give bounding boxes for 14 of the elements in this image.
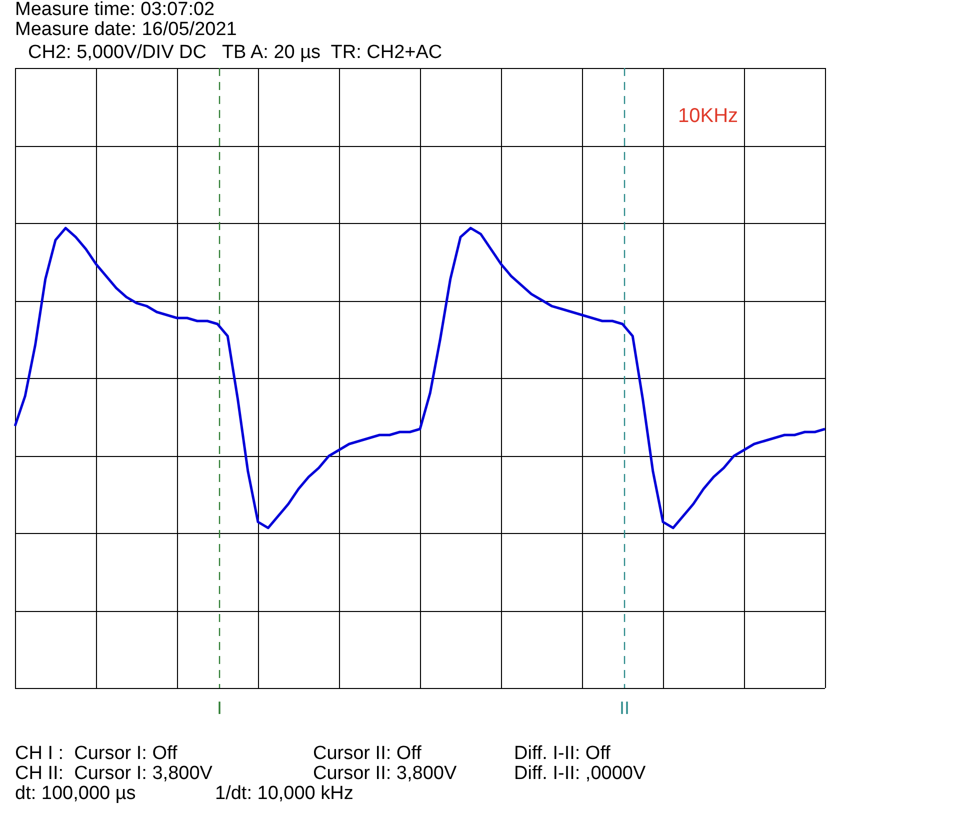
text: 1/dt: 10,000 kHz — [215, 783, 354, 804]
text: I — [217, 698, 222, 718]
text: II — [620, 698, 630, 718]
chart-subtitle: Measure date: 16/05/2021 — [15, 19, 237, 40]
text: 10KHz — [678, 105, 738, 127]
chart-title: Measure time: 03:07:02 — [15, 0, 215, 20]
text: Cursor II: Off — [313, 743, 422, 764]
text: CH I : Cursor I: Off — [15, 743, 178, 764]
text: dt: 100,000 µs — [15, 783, 136, 804]
text: Cursor II: 3,800V — [313, 763, 457, 784]
text: Diff. I-II: ,0000V — [514, 763, 646, 784]
text: CH2: 5,000V/DIV DC TB A: 20 µs TR: CH2+AC — [28, 42, 442, 63]
text: Diff. I-II: Off — [514, 743, 610, 764]
text: CH II: Cursor I: 3,800V — [15, 763, 212, 784]
